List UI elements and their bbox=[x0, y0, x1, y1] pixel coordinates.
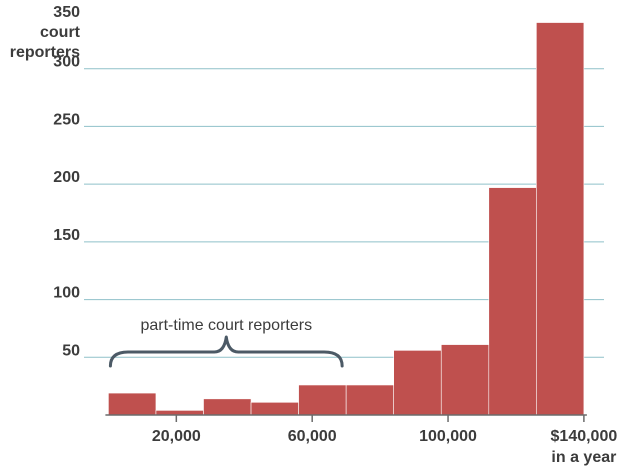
y-tick-labels: 50 100 150 200 250 300 350 bbox=[53, 4, 80, 359]
bars bbox=[108, 22, 585, 416]
annotation-text: part-time court reporters bbox=[140, 317, 312, 334]
y-tick-label-150: 150 bbox=[53, 227, 80, 244]
y-tick-label-100: 100 bbox=[53, 285, 80, 302]
bar-6 bbox=[393, 350, 442, 416]
x-ticks: 20,000 60,000 100,000 $140,000 bbox=[152, 415, 618, 445]
bar-0 bbox=[108, 392, 157, 416]
y-axis-label: court reporters bbox=[10, 24, 81, 61]
y-tick-label-50: 50 bbox=[62, 342, 80, 359]
y-tick-label-300: 300 bbox=[53, 54, 80, 71]
x-axis-label: in a year bbox=[551, 449, 616, 466]
y-tick-label-200: 200 bbox=[53, 169, 80, 186]
bar-8 bbox=[488, 187, 537, 416]
bar-3 bbox=[250, 402, 299, 416]
y-tick-label-250: 250 bbox=[53, 111, 80, 128]
bar-7 bbox=[440, 344, 490, 416]
y-tick-label-350: 350 bbox=[53, 4, 80, 21]
x-tick-label-60000: 60,000 bbox=[288, 428, 337, 445]
annotation: part-time court reporters bbox=[108, 317, 344, 368]
bar-9 bbox=[536, 22, 585, 416]
annotation-brace bbox=[108, 335, 344, 368]
bar-4 bbox=[298, 384, 347, 416]
x-tick-label-140000: $140,000 bbox=[551, 428, 618, 445]
bar-2 bbox=[203, 398, 252, 416]
x-tick-label-100000: 100,000 bbox=[419, 428, 477, 445]
bar-5 bbox=[345, 384, 394, 416]
x-tick-label-20000: 20,000 bbox=[152, 428, 201, 445]
